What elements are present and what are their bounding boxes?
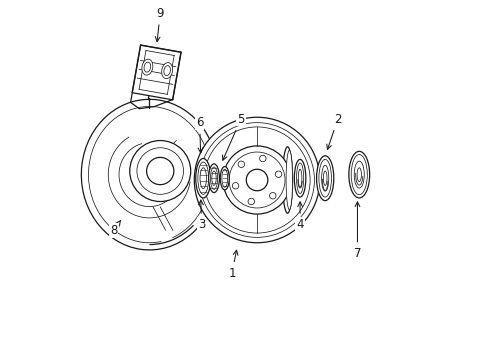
Ellipse shape xyxy=(323,171,326,185)
Text: 6: 6 xyxy=(196,116,203,153)
Circle shape xyxy=(238,161,244,167)
Ellipse shape xyxy=(316,156,333,201)
Ellipse shape xyxy=(353,161,364,188)
Ellipse shape xyxy=(222,169,227,187)
Circle shape xyxy=(137,148,183,194)
Circle shape xyxy=(146,157,174,185)
Text: 7: 7 xyxy=(353,202,361,260)
Circle shape xyxy=(199,123,314,237)
Text: 2: 2 xyxy=(326,113,341,149)
Ellipse shape xyxy=(211,171,216,185)
Ellipse shape xyxy=(356,168,361,181)
Polygon shape xyxy=(132,45,181,100)
Ellipse shape xyxy=(195,158,210,198)
Circle shape xyxy=(232,183,238,189)
Circle shape xyxy=(259,155,265,162)
Ellipse shape xyxy=(198,162,208,194)
Text: 5: 5 xyxy=(222,113,244,160)
Ellipse shape xyxy=(294,159,305,197)
Circle shape xyxy=(223,146,290,214)
Circle shape xyxy=(269,193,275,199)
Circle shape xyxy=(275,171,281,177)
Text: 1: 1 xyxy=(228,250,238,280)
Circle shape xyxy=(247,198,254,205)
Ellipse shape xyxy=(321,165,328,191)
Ellipse shape xyxy=(208,164,219,193)
Text: 4: 4 xyxy=(296,202,303,231)
Ellipse shape xyxy=(298,169,301,187)
Ellipse shape xyxy=(163,66,170,76)
Ellipse shape xyxy=(162,63,172,78)
Ellipse shape xyxy=(285,150,292,210)
Ellipse shape xyxy=(200,168,206,189)
Circle shape xyxy=(228,152,285,208)
Ellipse shape xyxy=(318,159,331,197)
Ellipse shape xyxy=(144,62,150,72)
Circle shape xyxy=(246,169,267,191)
Circle shape xyxy=(203,127,309,233)
Text: 8: 8 xyxy=(110,220,121,237)
Text: 3: 3 xyxy=(197,200,205,231)
Ellipse shape xyxy=(142,59,153,75)
Ellipse shape xyxy=(210,167,217,189)
Ellipse shape xyxy=(350,154,366,195)
Ellipse shape xyxy=(296,163,303,193)
Text: 9: 9 xyxy=(155,7,163,42)
Ellipse shape xyxy=(282,147,292,213)
Ellipse shape xyxy=(220,167,229,190)
Ellipse shape xyxy=(348,151,369,198)
Circle shape xyxy=(194,117,319,243)
Circle shape xyxy=(129,140,190,202)
